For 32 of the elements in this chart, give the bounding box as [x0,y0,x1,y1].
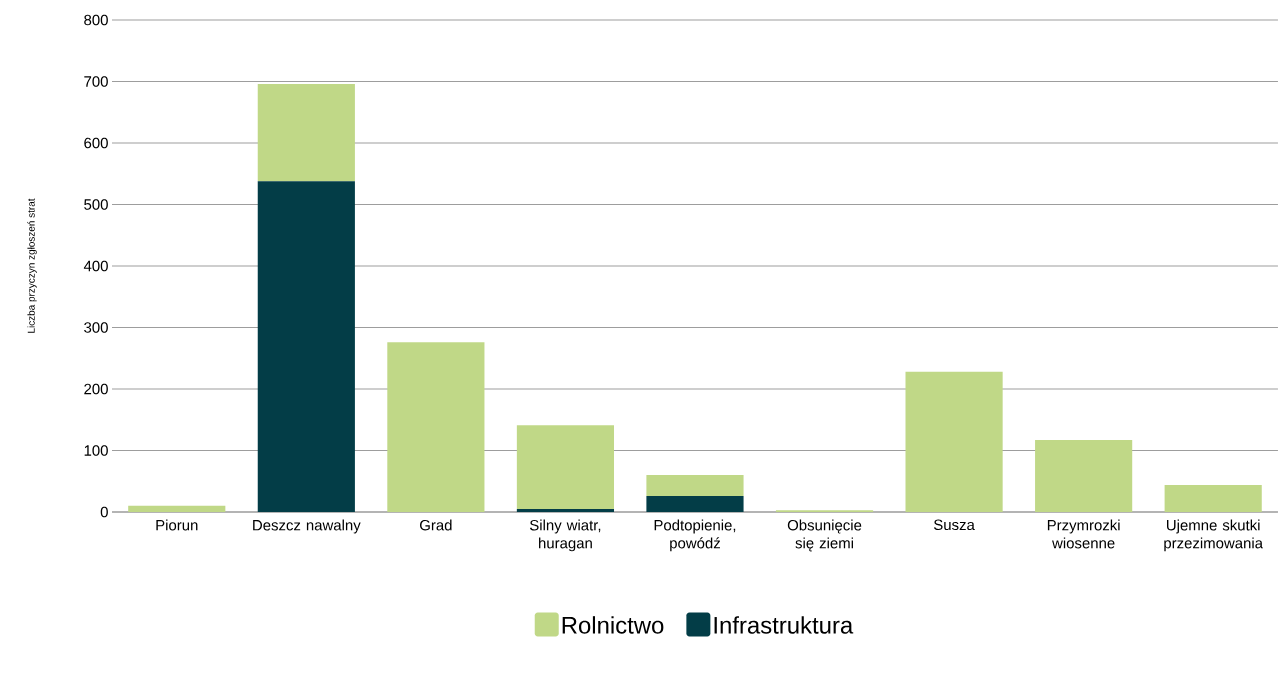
bar [516,425,615,509]
y-tick-label: 600 [84,137,108,149]
y-tick-label: 200 [84,383,108,395]
x-tick-label: Deszcz nawalny [253,519,361,534]
legend-label: Infrastruktura [714,616,854,634]
y-axis-title: Liczba przyczyn zgłoszeń strat [27,198,37,333]
y-tick-label: 700 [84,76,108,87]
y-tick-label: 300 [84,322,108,333]
bar [516,508,615,512]
bar [257,83,355,182]
x-tick-label: Ujemne skutki przezimowania [1164,519,1263,552]
x-tick-label: Piorun [156,519,198,531]
x-tick-label: Susza [933,519,975,531]
bar [128,505,226,512]
legend-label: Rolnictwo [562,616,664,634]
x-tick-label: Podtopienie, powódź [654,519,736,552]
x-tick-label: Obsunięcie się ziemi [787,519,862,552]
bar [1164,484,1262,512]
y-tick-label: 400 [83,260,108,272]
y-tick-label: 100 [84,445,108,456]
bar [257,181,355,512]
x-tick-label: Silny wiatr, huragan [529,519,601,552]
x-tick-label: Przymrozki wiosenne [1047,519,1120,549]
x-tick-label: Grad [420,519,452,531]
bar [387,342,485,512]
bar [905,371,1003,512]
bar [646,475,744,497]
bar [646,496,744,512]
bar [1035,440,1133,512]
y-tick-label: 0 [100,506,108,518]
y-tick-label: 500 [84,199,108,210]
y-tick-label: 800 [84,14,108,26]
